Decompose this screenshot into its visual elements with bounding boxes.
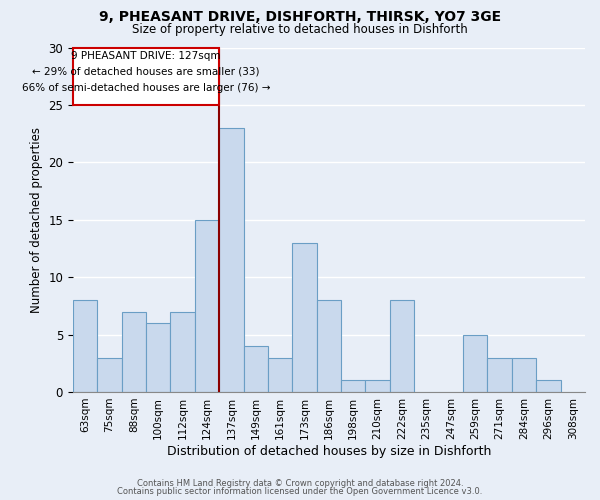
Bar bbox=[97, 358, 122, 392]
Text: Size of property relative to detached houses in Dishforth: Size of property relative to detached ho… bbox=[132, 22, 468, 36]
Text: 9 PHEASANT DRIVE: 127sqm: 9 PHEASANT DRIVE: 127sqm bbox=[71, 50, 221, 60]
Text: 66% of semi-detached houses are larger (76) →: 66% of semi-detached houses are larger (… bbox=[22, 82, 270, 92]
Bar bbox=[317, 300, 341, 392]
Bar bbox=[365, 380, 390, 392]
Bar bbox=[341, 380, 365, 392]
Bar bbox=[244, 346, 268, 392]
Y-axis label: Number of detached properties: Number of detached properties bbox=[29, 126, 43, 312]
Bar bbox=[487, 358, 512, 392]
Bar bbox=[122, 312, 146, 392]
Text: 9, PHEASANT DRIVE, DISHFORTH, THIRSK, YO7 3GE: 9, PHEASANT DRIVE, DISHFORTH, THIRSK, YO… bbox=[99, 10, 501, 24]
Bar bbox=[73, 300, 97, 392]
FancyBboxPatch shape bbox=[73, 48, 219, 105]
Bar bbox=[390, 300, 414, 392]
Bar bbox=[292, 242, 317, 392]
Bar bbox=[512, 358, 536, 392]
Text: Contains HM Land Registry data © Crown copyright and database right 2024.: Contains HM Land Registry data © Crown c… bbox=[137, 478, 463, 488]
Bar bbox=[219, 128, 244, 392]
Bar bbox=[195, 220, 219, 392]
Bar bbox=[536, 380, 560, 392]
Bar bbox=[268, 358, 292, 392]
X-axis label: Distribution of detached houses by size in Dishforth: Distribution of detached houses by size … bbox=[167, 444, 491, 458]
Text: Contains public sector information licensed under the Open Government Licence v3: Contains public sector information licen… bbox=[118, 487, 482, 496]
Bar bbox=[463, 334, 487, 392]
Bar bbox=[170, 312, 195, 392]
Bar bbox=[146, 323, 170, 392]
Text: ← 29% of detached houses are smaller (33): ← 29% of detached houses are smaller (33… bbox=[32, 66, 260, 76]
